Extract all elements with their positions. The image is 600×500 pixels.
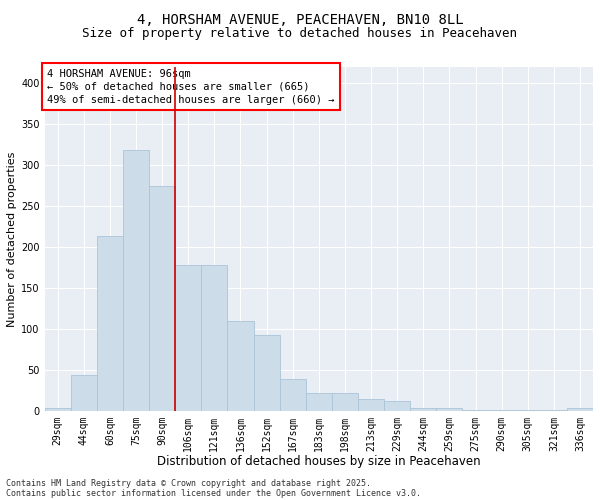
Bar	[332, 393, 358, 411]
Bar	[149, 186, 175, 411]
Text: Contains HM Land Registry data © Crown copyright and database right 2025.: Contains HM Land Registry data © Crown c…	[6, 478, 371, 488]
Bar	[123, 150, 149, 411]
Bar	[410, 408, 436, 411]
Bar	[44, 408, 71, 411]
Text: 4, HORSHAM AVENUE, PEACEHAVEN, BN10 8LL: 4, HORSHAM AVENUE, PEACEHAVEN, BN10 8LL	[137, 12, 463, 26]
Bar	[97, 236, 123, 411]
Bar	[488, 410, 515, 411]
Bar	[254, 334, 280, 411]
Bar	[436, 408, 463, 411]
Text: 4 HORSHAM AVENUE: 96sqm
← 50% of detached houses are smaller (665)
49% of semi-d: 4 HORSHAM AVENUE: 96sqm ← 50% of detache…	[47, 68, 335, 105]
Text: Size of property relative to detached houses in Peacehaven: Size of property relative to detached ho…	[83, 28, 517, 40]
Bar	[71, 375, 97, 411]
Bar	[227, 320, 254, 411]
Text: Contains public sector information licensed under the Open Government Licence v3: Contains public sector information licen…	[6, 488, 421, 498]
Bar	[463, 410, 488, 411]
Bar	[306, 393, 332, 411]
Bar	[175, 265, 201, 411]
Bar	[280, 379, 306, 411]
Y-axis label: Number of detached properties: Number of detached properties	[7, 151, 17, 326]
X-axis label: Distribution of detached houses by size in Peacehaven: Distribution of detached houses by size …	[157, 455, 481, 468]
Bar	[541, 410, 567, 411]
Bar	[358, 400, 384, 411]
Bar	[201, 265, 227, 411]
Bar	[567, 408, 593, 411]
Bar	[384, 401, 410, 411]
Bar	[515, 410, 541, 411]
